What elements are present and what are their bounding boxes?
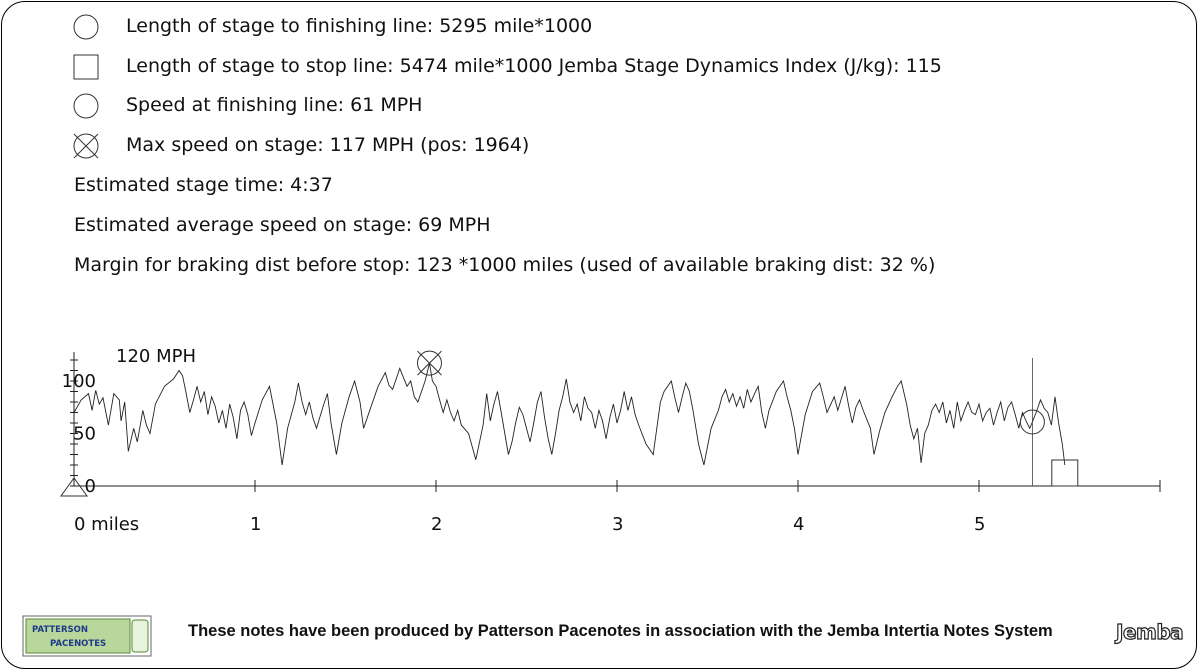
stage-time-text: Estimated stage time: 4:37 — [74, 174, 333, 196]
start-marker-triangle — [60, 477, 88, 497]
logo-left-line2: PACENOTES — [50, 639, 106, 649]
max-speed-marker — [416, 350, 442, 376]
stop-line-square-icon — [73, 54, 99, 80]
avg-speed-text: Estimated average speed on stage: 69 MPH — [74, 214, 491, 236]
y-tick-label: 100 — [62, 371, 96, 392]
finish-speed-circle-icon — [73, 93, 99, 119]
braking-margin-text: Margin for braking dist before stop: 123… — [74, 254, 936, 276]
finish-length-text: Length of stage to finishing line: 5295 … — [126, 15, 593, 37]
y-axis-label: 120 MPH — [116, 346, 196, 367]
x-tick-label: 4 — [793, 514, 804, 535]
x-tick-label: 1 — [250, 514, 261, 535]
finish-speed-text: Speed at finishing line: 61 MPH — [126, 94, 423, 116]
finish-line-circle-icon — [73, 14, 99, 40]
max-speed-marker-icon — [73, 133, 99, 159]
finish-speed-circle — [1019, 409, 1045, 435]
x-tick-label: 3 — [612, 514, 623, 535]
footer-credit: These notes have been produced by Patter… — [188, 622, 1053, 640]
y-tick-label: 50 — [73, 424, 96, 445]
x-tick-label: 2 — [431, 514, 442, 535]
x-tick-label: 5 — [974, 514, 985, 535]
logo-left-line1: PATTERSON — [32, 625, 88, 635]
speed-series-line — [73, 362, 1066, 466]
x-tick-label: 0 miles — [74, 514, 139, 535]
stop-length-text: Length of stage to stop line: 5474 mile*… — [126, 55, 942, 77]
stop-line-square — [1051, 459, 1079, 487]
max-speed-text: Max speed on stage: 117 MPH (pos: 1964) — [126, 134, 530, 156]
jemba-logo: Jemba — [1115, 619, 1184, 644]
patterson-pacenotes-logo: PATTERSON PACENOTES — [22, 614, 154, 658]
y-tick-label: 0 — [85, 476, 96, 497]
speed-chart: 120 MPH 100 50 0 0 miles 1 2 3 4 5 — [60, 346, 1161, 535]
